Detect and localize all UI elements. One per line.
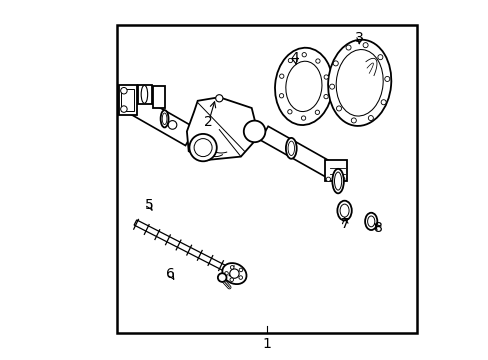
Ellipse shape [332,169,343,193]
Text: 2: 2 [203,116,212,129]
Bar [121,89,134,111]
Circle shape [301,116,305,120]
Bar [117,25,416,333]
Ellipse shape [141,85,147,103]
Bar [137,85,152,104]
Circle shape [189,134,216,161]
Text: 6: 6 [166,267,175,281]
Circle shape [315,59,320,63]
Ellipse shape [327,40,390,126]
Circle shape [384,76,389,81]
Ellipse shape [336,50,383,116]
Circle shape [377,55,382,60]
Circle shape [315,110,319,114]
Circle shape [229,269,239,278]
Circle shape [168,121,177,129]
Circle shape [350,118,356,123]
Text: 7: 7 [340,217,349,231]
Ellipse shape [365,213,377,230]
Circle shape [367,116,373,121]
Text: 1: 1 [262,337,271,351]
Bar [325,160,346,181]
Circle shape [218,273,226,282]
Circle shape [121,106,127,112]
Bar [118,85,137,115]
Circle shape [362,42,367,48]
Circle shape [279,94,283,98]
Circle shape [194,139,212,157]
Circle shape [287,58,292,63]
Text: 8: 8 [373,221,382,234]
Ellipse shape [160,110,168,127]
Bar [152,86,165,108]
Circle shape [230,266,234,269]
Circle shape [329,84,334,89]
Circle shape [287,109,291,114]
Circle shape [323,94,327,99]
Ellipse shape [339,204,348,217]
Ellipse shape [162,113,166,125]
Polygon shape [186,97,255,160]
Circle shape [224,271,228,275]
Text: 5: 5 [144,198,153,212]
Ellipse shape [274,48,332,125]
Ellipse shape [222,263,246,284]
Circle shape [239,268,242,272]
Circle shape [302,53,306,57]
Ellipse shape [285,138,296,159]
Ellipse shape [285,61,321,112]
Circle shape [279,74,284,78]
Polygon shape [134,220,229,273]
Circle shape [229,278,233,282]
Circle shape [239,276,242,279]
Circle shape [121,87,127,94]
Circle shape [332,61,338,66]
Circle shape [380,100,386,105]
Polygon shape [122,92,195,145]
Ellipse shape [337,201,351,220]
Circle shape [346,45,350,50]
Circle shape [215,95,223,102]
Text: 3: 3 [355,31,364,45]
Circle shape [244,121,265,142]
Ellipse shape [287,141,294,156]
Circle shape [325,177,330,181]
Text: 4: 4 [290,51,299,65]
Circle shape [336,106,341,111]
Polygon shape [260,126,338,180]
Circle shape [324,75,328,79]
Ellipse shape [334,172,341,190]
Circle shape [340,177,344,181]
Ellipse shape [367,216,374,227]
